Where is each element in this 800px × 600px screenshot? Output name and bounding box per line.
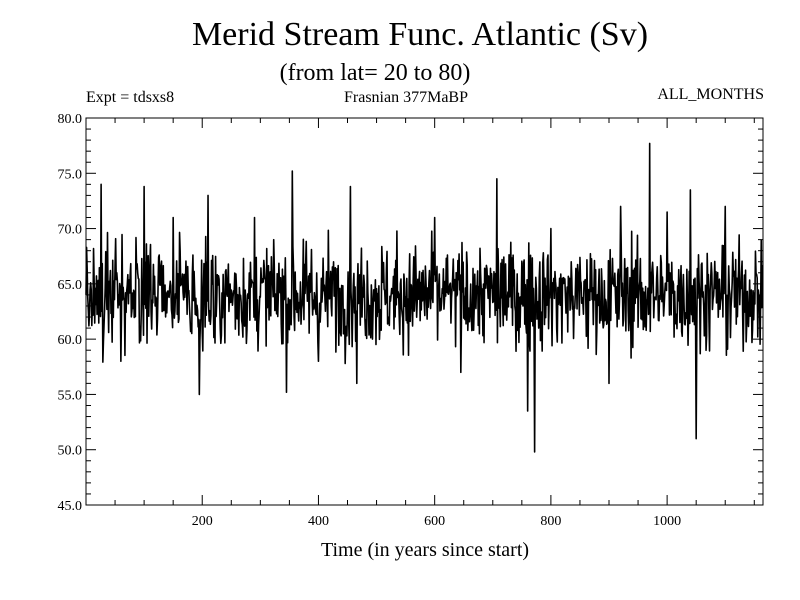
x-tick-label: 1000: [653, 514, 681, 529]
chart-title: Merid Stream Func. Atlantic (Sv): [191, 16, 649, 53]
plot-frame: [85, 117, 764, 506]
chart-subtitle: (from lat= 20 to 80): [279, 60, 471, 86]
y-tick-label: 50.0: [58, 444, 83, 459]
months-label: ALL_MONTHS: [657, 86, 764, 103]
y-tick-label: 70.0: [58, 223, 83, 238]
y-tick-label: 75.0: [58, 167, 83, 182]
series-line: [85, 142, 764, 453]
y-tick-label: 65.0: [58, 278, 83, 293]
y-tick-label: 55.0: [58, 388, 83, 403]
y-tick-label: 60.0: [58, 333, 83, 348]
x-tick-label: 200: [192, 514, 213, 529]
period-label: Frasnian 377MaBP: [344, 89, 468, 106]
y-tick-label: 45.0: [58, 499, 83, 514]
x-tick-label: 800: [540, 514, 561, 529]
x-tick-label: 400: [308, 514, 329, 529]
x-axis-label: Time (in years since start): [320, 539, 530, 561]
experiment-label: Expt = tdsxs8: [86, 89, 175, 106]
x-tick-label: 600: [424, 514, 445, 529]
y-tick-label: 80.0: [58, 112, 83, 127]
